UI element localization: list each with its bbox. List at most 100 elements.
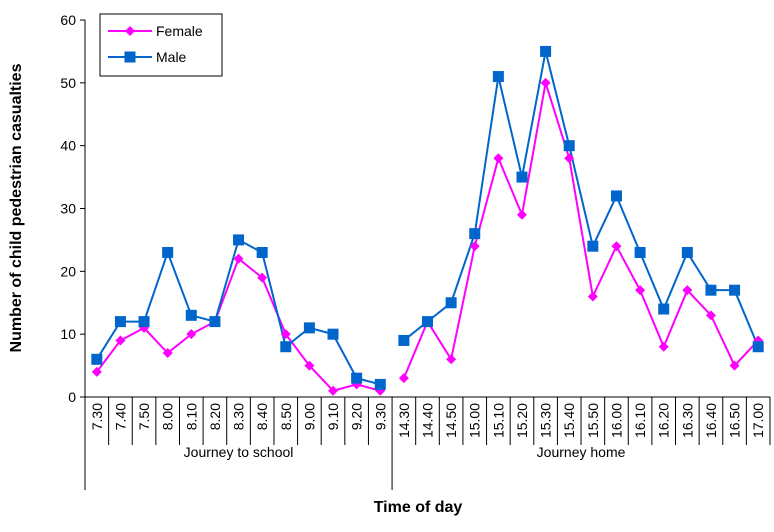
x-axis-label: Time of day <box>374 499 463 516</box>
legend: Female Male <box>99 13 223 77</box>
female-legend-label: Female <box>156 23 203 39</box>
male-point <box>587 240 599 252</box>
male-point <box>162 246 174 258</box>
female-point <box>186 329 197 340</box>
x-tick-label: 9.20 <box>349 403 365 430</box>
male-point <box>374 378 386 390</box>
male-point <box>445 297 457 309</box>
male-point <box>422 316 433 328</box>
male-point <box>185 309 197 321</box>
male-legend-label: Male <box>156 49 187 65</box>
y-tick-label: 0 <box>68 389 76 405</box>
male-point <box>303 322 315 334</box>
male-point <box>634 246 646 258</box>
female-point <box>280 329 291 340</box>
y-axis-label: Number of child pedestrian casualties <box>8 63 25 352</box>
male-point <box>752 341 764 353</box>
female-point <box>91 366 102 377</box>
category-groups: Journey to school Journey home <box>84 444 626 490</box>
x-tick-label: 14.40 <box>420 403 436 438</box>
male-point <box>327 328 339 340</box>
male-point <box>492 71 504 83</box>
male-point <box>138 316 150 328</box>
female-point <box>257 272 268 283</box>
male-point <box>658 303 670 315</box>
x-ticks: 7.30 7.40 7.50 8.00 8.10 8.20 8.30 8.40 8.50 9.00… <box>84 397 771 445</box>
y-tick-label: 30 <box>60 201 76 217</box>
y-tick-label: 50 <box>60 75 76 91</box>
female-point <box>469 241 480 252</box>
y-tick-label: 10 <box>60 326 76 342</box>
female-point <box>516 209 527 220</box>
y-ticks: 0 10 20 30 40 50 60 <box>60 12 85 405</box>
x-tick-label: 16.10 <box>632 403 648 438</box>
series-layer <box>91 45 764 396</box>
male-point <box>610 190 622 202</box>
male-point <box>540 45 552 57</box>
female-point <box>540 77 551 88</box>
y-tick-label: 20 <box>60 263 76 279</box>
y-tick-label: 60 <box>60 12 76 28</box>
female-point <box>635 285 646 296</box>
male-point <box>681 246 693 258</box>
female-series-line <box>402 82 759 379</box>
x-tick-label: 8.30 <box>231 403 247 430</box>
x-tick-label: 14.30 <box>396 403 412 438</box>
legend-box <box>99 13 223 77</box>
x-tick-label: 16.00 <box>608 403 624 438</box>
x-tick-label: 15.00 <box>467 403 483 438</box>
x-tick-label: 7.50 <box>136 403 152 430</box>
x-tick-label: 8.20 <box>207 403 223 430</box>
male-series-line <box>403 51 760 348</box>
male-point <box>280 341 292 353</box>
x-tick-label: 8.00 <box>160 403 176 430</box>
y-tick-label: 40 <box>60 138 76 154</box>
group-label: Journey home <box>537 444 626 460</box>
male-point <box>91 353 103 365</box>
male-point <box>563 140 575 152</box>
female-point <box>611 241 622 252</box>
x-tick-label: 8.40 <box>254 403 270 430</box>
female-point <box>564 153 575 164</box>
x-tick-label: 16.30 <box>679 403 695 438</box>
x-tick-label: 7.30 <box>89 403 105 430</box>
male-point <box>233 234 245 246</box>
female-point <box>587 291 598 302</box>
female-point <box>162 348 173 359</box>
female-point <box>233 253 244 264</box>
male-point <box>256 246 268 258</box>
x-tick-label: 9.00 <box>301 403 317 430</box>
female-point <box>328 385 339 396</box>
female-point <box>398 373 409 384</box>
female-point <box>682 285 693 296</box>
x-tick-label: 8.50 <box>278 403 294 430</box>
x-tick-label: 15.50 <box>585 403 601 438</box>
female-point <box>304 360 315 371</box>
male-point <box>705 284 717 296</box>
male-point <box>209 316 221 328</box>
male-legend-marker <box>124 51 136 63</box>
x-tick-label: 16.20 <box>656 403 672 438</box>
x-tick-label: 9.30 <box>372 403 388 430</box>
x-tick-label: 15.40 <box>561 403 577 438</box>
x-tick-label: 15.20 <box>514 403 530 438</box>
male-point <box>114 316 126 328</box>
female-legend-marker <box>125 26 135 36</box>
male-point <box>516 171 528 183</box>
female-point <box>729 360 740 371</box>
x-tick-label: 16.50 <box>727 403 743 438</box>
female-point <box>446 354 457 365</box>
female-point <box>705 310 716 321</box>
female-point <box>115 335 126 346</box>
male-point <box>469 228 481 240</box>
female-point <box>493 153 504 164</box>
x-tick-label: 8.10 <box>183 403 199 430</box>
x-tick-label: 15.10 <box>490 403 506 438</box>
x-tick-label: 9.10 <box>325 403 341 430</box>
x-tick-label: 14.50 <box>443 403 459 438</box>
x-tick-label: 17.00 <box>750 403 766 438</box>
x-tick-label: 16.40 <box>703 403 719 438</box>
x-tick-label: 15.30 <box>538 403 554 438</box>
